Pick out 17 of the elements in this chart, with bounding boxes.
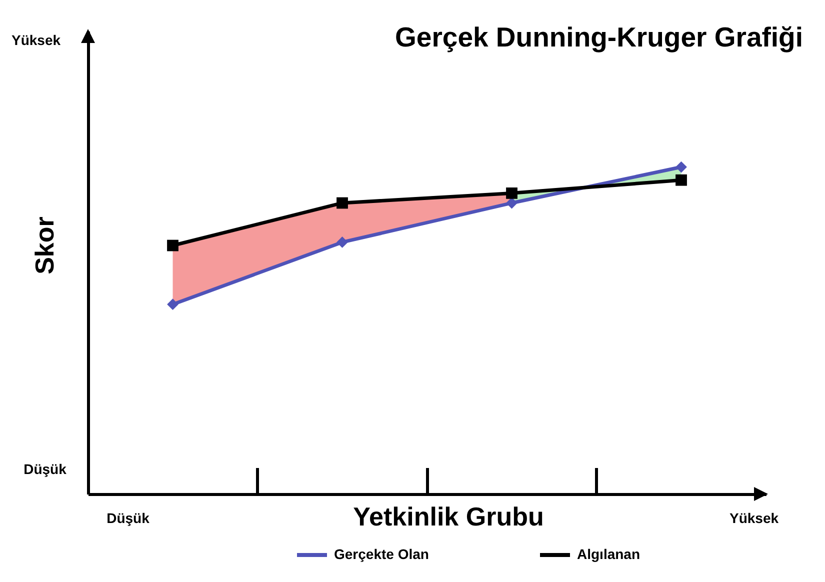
point (336, 197, 348, 209)
text: Düşük (24, 461, 67, 477)
point (167, 240, 178, 252)
legend-label: Gerçekte Olan (334, 546, 429, 562)
point (506, 187, 518, 199)
text: Düşük (106, 510, 150, 526)
legend-label: Algılanan (577, 546, 640, 562)
point (506, 197, 518, 209)
point (336, 236, 348, 248)
text: Yüksek (729, 510, 779, 526)
text: Yüksek (11, 32, 61, 48)
x-axis-title: Yetkinlik Grubu (353, 502, 544, 532)
point (676, 174, 687, 186)
y-axis-title: Skor (30, 216, 60, 274)
point (167, 298, 178, 310)
chart-title: Gerçek Dunning-Kruger Grafiği (395, 22, 803, 52)
point (676, 161, 687, 173)
